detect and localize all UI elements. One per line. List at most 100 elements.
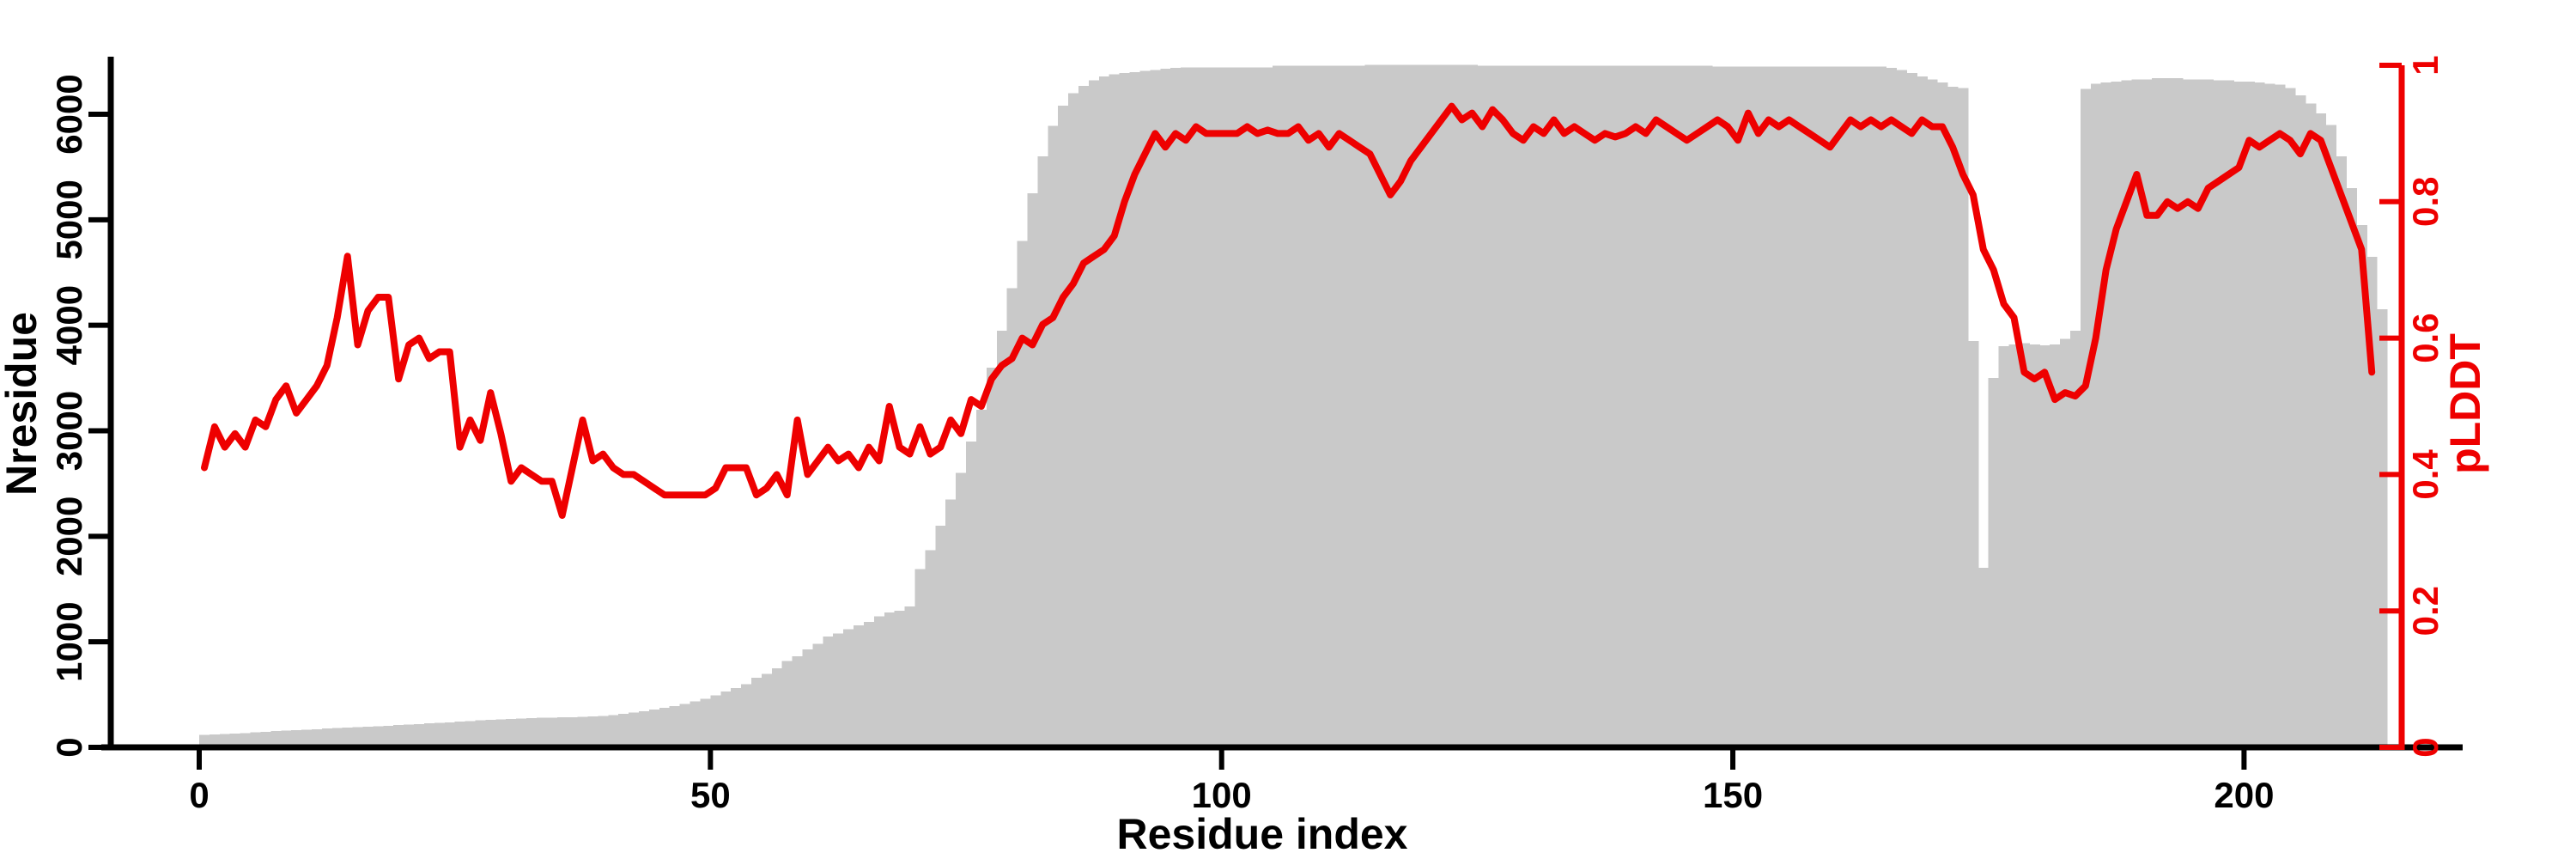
bottom-axis: 0 50 100 150 200: [101, 744, 2463, 815]
bar-residue-126: [1477, 65, 1488, 747]
bar-residue-25: [444, 722, 456, 747]
left-axis-tick-label: 2000: [49, 497, 89, 576]
msa-depth-bars: [199, 64, 2388, 748]
bar-residue-131: [1528, 65, 1540, 747]
bar-residue-145: [1671, 65, 1683, 747]
bar-residue-134: [1558, 65, 1571, 747]
bar-residue-29: [485, 719, 496, 747]
bar-residue-11: [301, 729, 313, 747]
bar-residue-149: [1712, 66, 1723, 748]
bar-residue-89: [1098, 76, 1110, 747]
bar-residue-207: [2305, 103, 2317, 748]
left-axis-tick-label: 1000: [49, 601, 89, 681]
bar-residue-125: [1467, 64, 1478, 747]
x-axis-tick-label: 0: [189, 775, 209, 815]
bar-residue-195: [2182, 79, 2194, 748]
bar-residue-167: [1896, 70, 1907, 747]
bar-residue-204: [2275, 84, 2286, 748]
bar-residue-27: [465, 721, 476, 747]
bar-residue-180: [2029, 344, 2040, 747]
bar-residue-118: [1395, 64, 1406, 747]
bar-residue-33: [526, 718, 538, 747]
bar-residue-30: [495, 719, 507, 747]
bar-residue-166: [1886, 67, 1898, 747]
bar-residue-117: [1385, 64, 1396, 747]
right-axis-tick-label: 0.4: [2405, 449, 2445, 500]
bar-residue-210: [2336, 156, 2347, 747]
plddt-line-series: [201, 102, 2376, 519]
bar-residue-181: [2039, 345, 2050, 747]
bar-residue-197: [2202, 79, 2215, 748]
bar-residue-128: [1498, 65, 1509, 747]
bar-residue-32: [516, 718, 527, 747]
bar-residue-18: [373, 726, 384, 747]
right-axis-tick-label: 1: [2405, 55, 2445, 75]
bar-residue-60: [802, 649, 813, 747]
bar-residue-146: [1681, 65, 1692, 747]
bar-residue-79: [996, 330, 1008, 747]
x-axis-tick-label: 150: [1703, 775, 1763, 815]
bar-residue-194: [2172, 78, 2184, 748]
bar-residue-161: [1835, 66, 1846, 748]
bar-residue-84: [1048, 125, 1059, 747]
x-axis-title: Residue index: [1117, 810, 1408, 858]
bar-residue-96: [1170, 67, 1182, 747]
left-axis-tick-label: 5000: [49, 180, 89, 259]
bar-residue-121: [1425, 64, 1437, 747]
bar-residue-212: [2356, 224, 2367, 748]
bar-residue-147: [1692, 65, 1703, 747]
bar-residue-110: [1313, 65, 1325, 747]
x-axis-tick-label: 100: [1192, 775, 1252, 815]
bar-residue-119: [1406, 64, 1417, 747]
bar-residue-182: [2050, 344, 2061, 747]
left-axis-tick-label: 0: [49, 737, 89, 757]
bar-residue-75: [956, 472, 967, 747]
bar-residue-191: [2142, 79, 2153, 748]
bar-residue-188: [2111, 81, 2123, 748]
bar-residue-122: [1436, 64, 1448, 747]
bar-residue-28: [475, 720, 486, 747]
left-axis-title: Nresidue: [0, 312, 46, 496]
bar-residue-54: [741, 684, 752, 747]
bar-residue-113: [1344, 65, 1355, 747]
bar-residue-97: [1181, 67, 1192, 748]
right-axis: 0 0.2 0.4 0.6 0.8 1: [2379, 55, 2445, 758]
bar-residue-64: [843, 629, 854, 747]
bar-residue-151: [1733, 66, 1744, 748]
bar-residue-101: [1221, 67, 1233, 748]
bar-residue-206: [2294, 94, 2306, 747]
bar-residue-80: [1006, 288, 1018, 747]
bar-residue-70: [904, 606, 915, 747]
bar-residue-175: [1978, 568, 1990, 747]
bar-residue-214: [2377, 309, 2388, 747]
plddt-line: [201, 102, 2376, 519]
bar-residue-22: [414, 723, 425, 747]
bar-residue-169: [1917, 76, 1928, 747]
bar-residue-203: [2264, 83, 2275, 747]
bar-residue-185: [2080, 88, 2092, 747]
bar-residue-73: [935, 526, 946, 747]
bar-residue-44: [639, 710, 650, 747]
bar-residue-37: [567, 716, 579, 747]
bar-residue-127: [1487, 65, 1498, 747]
right-axis-tick-label: 0.2: [2405, 586, 2445, 636]
bar-residue-42: [618, 713, 629, 747]
bar-residue-98: [1190, 67, 1202, 748]
bar-residue-138: [1600, 65, 1611, 747]
right-axis-tick-label: 0.8: [2405, 177, 2445, 227]
bar-residue-71: [914, 569, 926, 747]
bar-residue-13: [321, 728, 333, 747]
left-axis-tick-label: 4000: [49, 285, 89, 365]
bar-residue-39: [587, 716, 598, 747]
bar-residue-190: [2131, 79, 2142, 748]
bar-residue-5: [240, 733, 252, 747]
bar-residue-201: [2244, 81, 2255, 748]
bar-residue-62: [823, 637, 834, 747]
bar-residue-176: [1988, 378, 2000, 747]
bar-residue-168: [1906, 73, 1917, 748]
bar-residue-40: [598, 716, 609, 747]
bar-residue-116: [1375, 64, 1386, 747]
bar-residue-155: [1773, 66, 1785, 748]
bar-residue-193: [2162, 78, 2173, 748]
